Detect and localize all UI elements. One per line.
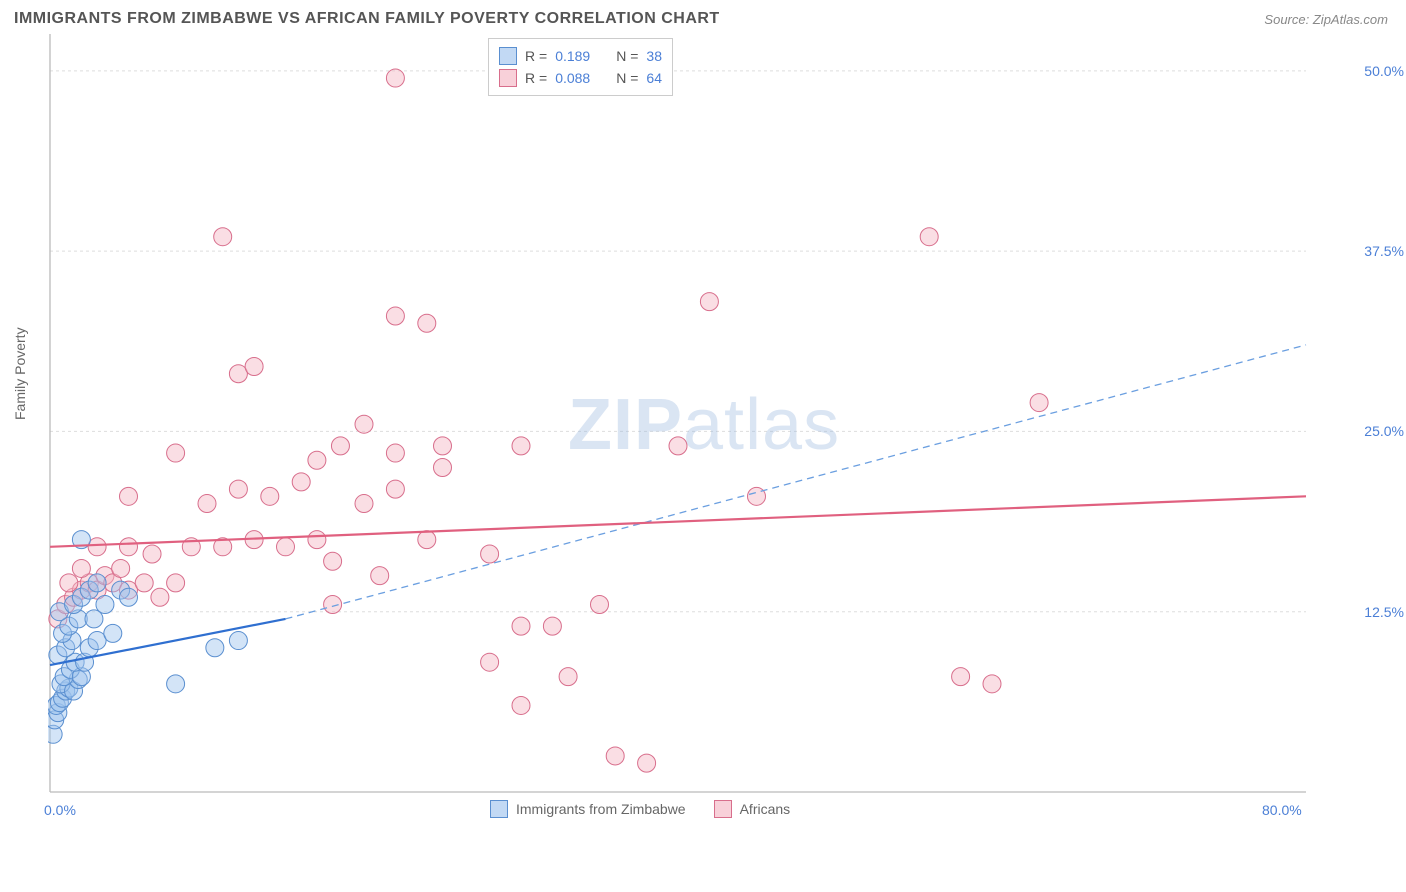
swatch-pink-icon [714, 800, 732, 818]
n-value: 64 [646, 67, 662, 89]
chart-plot-area: R = 0.189 N = 38 R = 0.088 N = 64 ZIPatl… [48, 34, 1348, 824]
r-value: 0.088 [555, 67, 590, 89]
scatter-plot-svg [48, 34, 1308, 804]
y-tick-label: 25.0% [1354, 423, 1404, 439]
y-tick-label: 12.5% [1354, 604, 1404, 620]
swatch-blue-icon [499, 47, 517, 65]
r-label: R = [525, 45, 547, 67]
chart-header: IMMIGRANTS FROM ZIMBABWE VS AFRICAN FAMI… [0, 0, 1406, 34]
n-label: N = [616, 67, 638, 89]
x-tick-max: 80.0% [1262, 802, 1302, 818]
y-axis-label: Family Poverty [12, 327, 28, 420]
n-value: 38 [646, 45, 662, 67]
y-tick-label: 50.0% [1354, 63, 1404, 79]
legend-row-pink: R = 0.088 N = 64 [499, 67, 662, 89]
legend-label: Immigrants from Zimbabwe [516, 801, 686, 817]
correlation-legend: R = 0.189 N = 38 R = 0.088 N = 64 [488, 38, 673, 96]
n-label: N = [616, 45, 638, 67]
legend-item-zimbabwe: Immigrants from Zimbabwe [490, 800, 686, 818]
legend-label: Africans [740, 801, 791, 817]
y-tick-label: 37.5% [1354, 243, 1404, 259]
source-label: Source: [1264, 12, 1309, 27]
chart-title: IMMIGRANTS FROM ZIMBABWE VS AFRICAN FAMI… [14, 10, 720, 28]
r-label: R = [525, 67, 547, 89]
x-tick-min: 0.0% [44, 802, 76, 818]
legend-item-africans: Africans [714, 800, 791, 818]
swatch-blue-icon [490, 800, 508, 818]
swatch-pink-icon [499, 69, 517, 87]
source-name: ZipAtlas.com [1313, 12, 1388, 27]
series-legend: Immigrants from Zimbabwe Africans [490, 800, 790, 818]
r-value: 0.189 [555, 45, 590, 67]
source-attribution: Source: ZipAtlas.com [1264, 12, 1388, 27]
legend-row-blue: R = 0.189 N = 38 [499, 45, 662, 67]
